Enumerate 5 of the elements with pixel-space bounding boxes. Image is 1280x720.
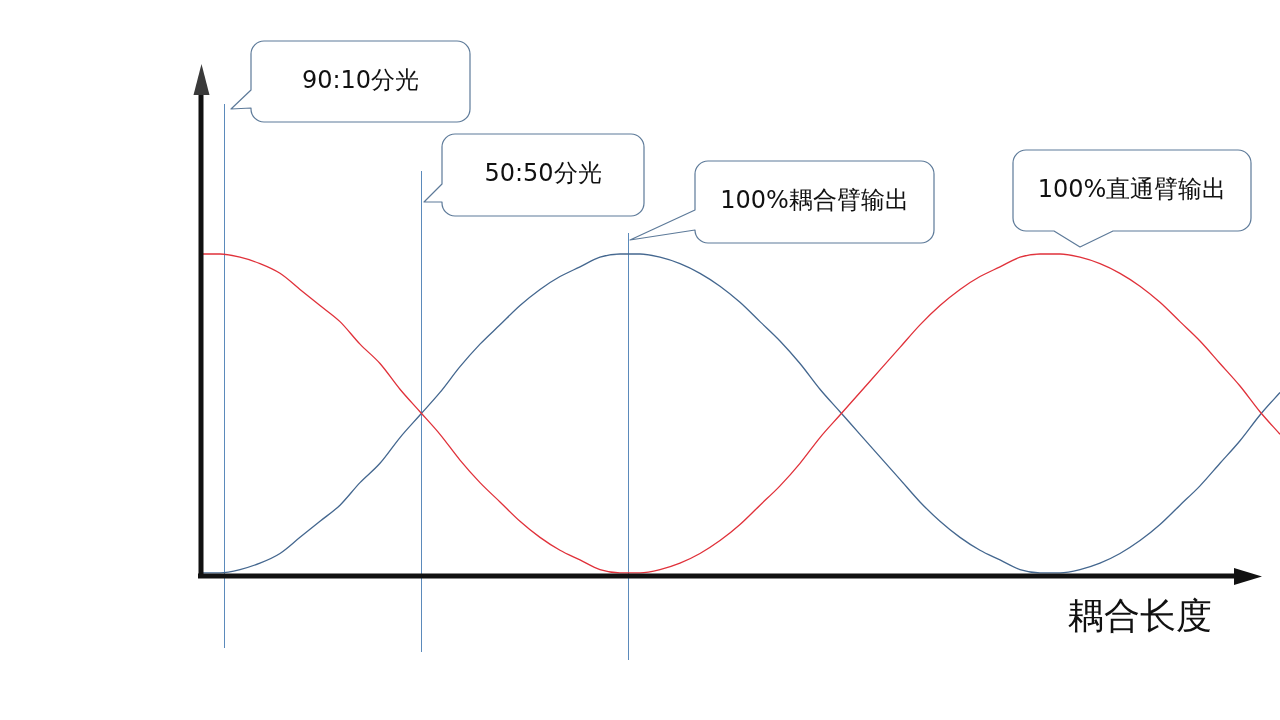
- text: 90:10分光: [301, 65, 420, 94]
- text: 50:50分光: [484, 159, 602, 188]
- text: 100%直通臂输出: [1037, 174, 1227, 203]
- x-axis-title: 耦合长度: [1068, 595, 1212, 637]
- text: 100%耦合臂输出: [720, 186, 909, 215]
